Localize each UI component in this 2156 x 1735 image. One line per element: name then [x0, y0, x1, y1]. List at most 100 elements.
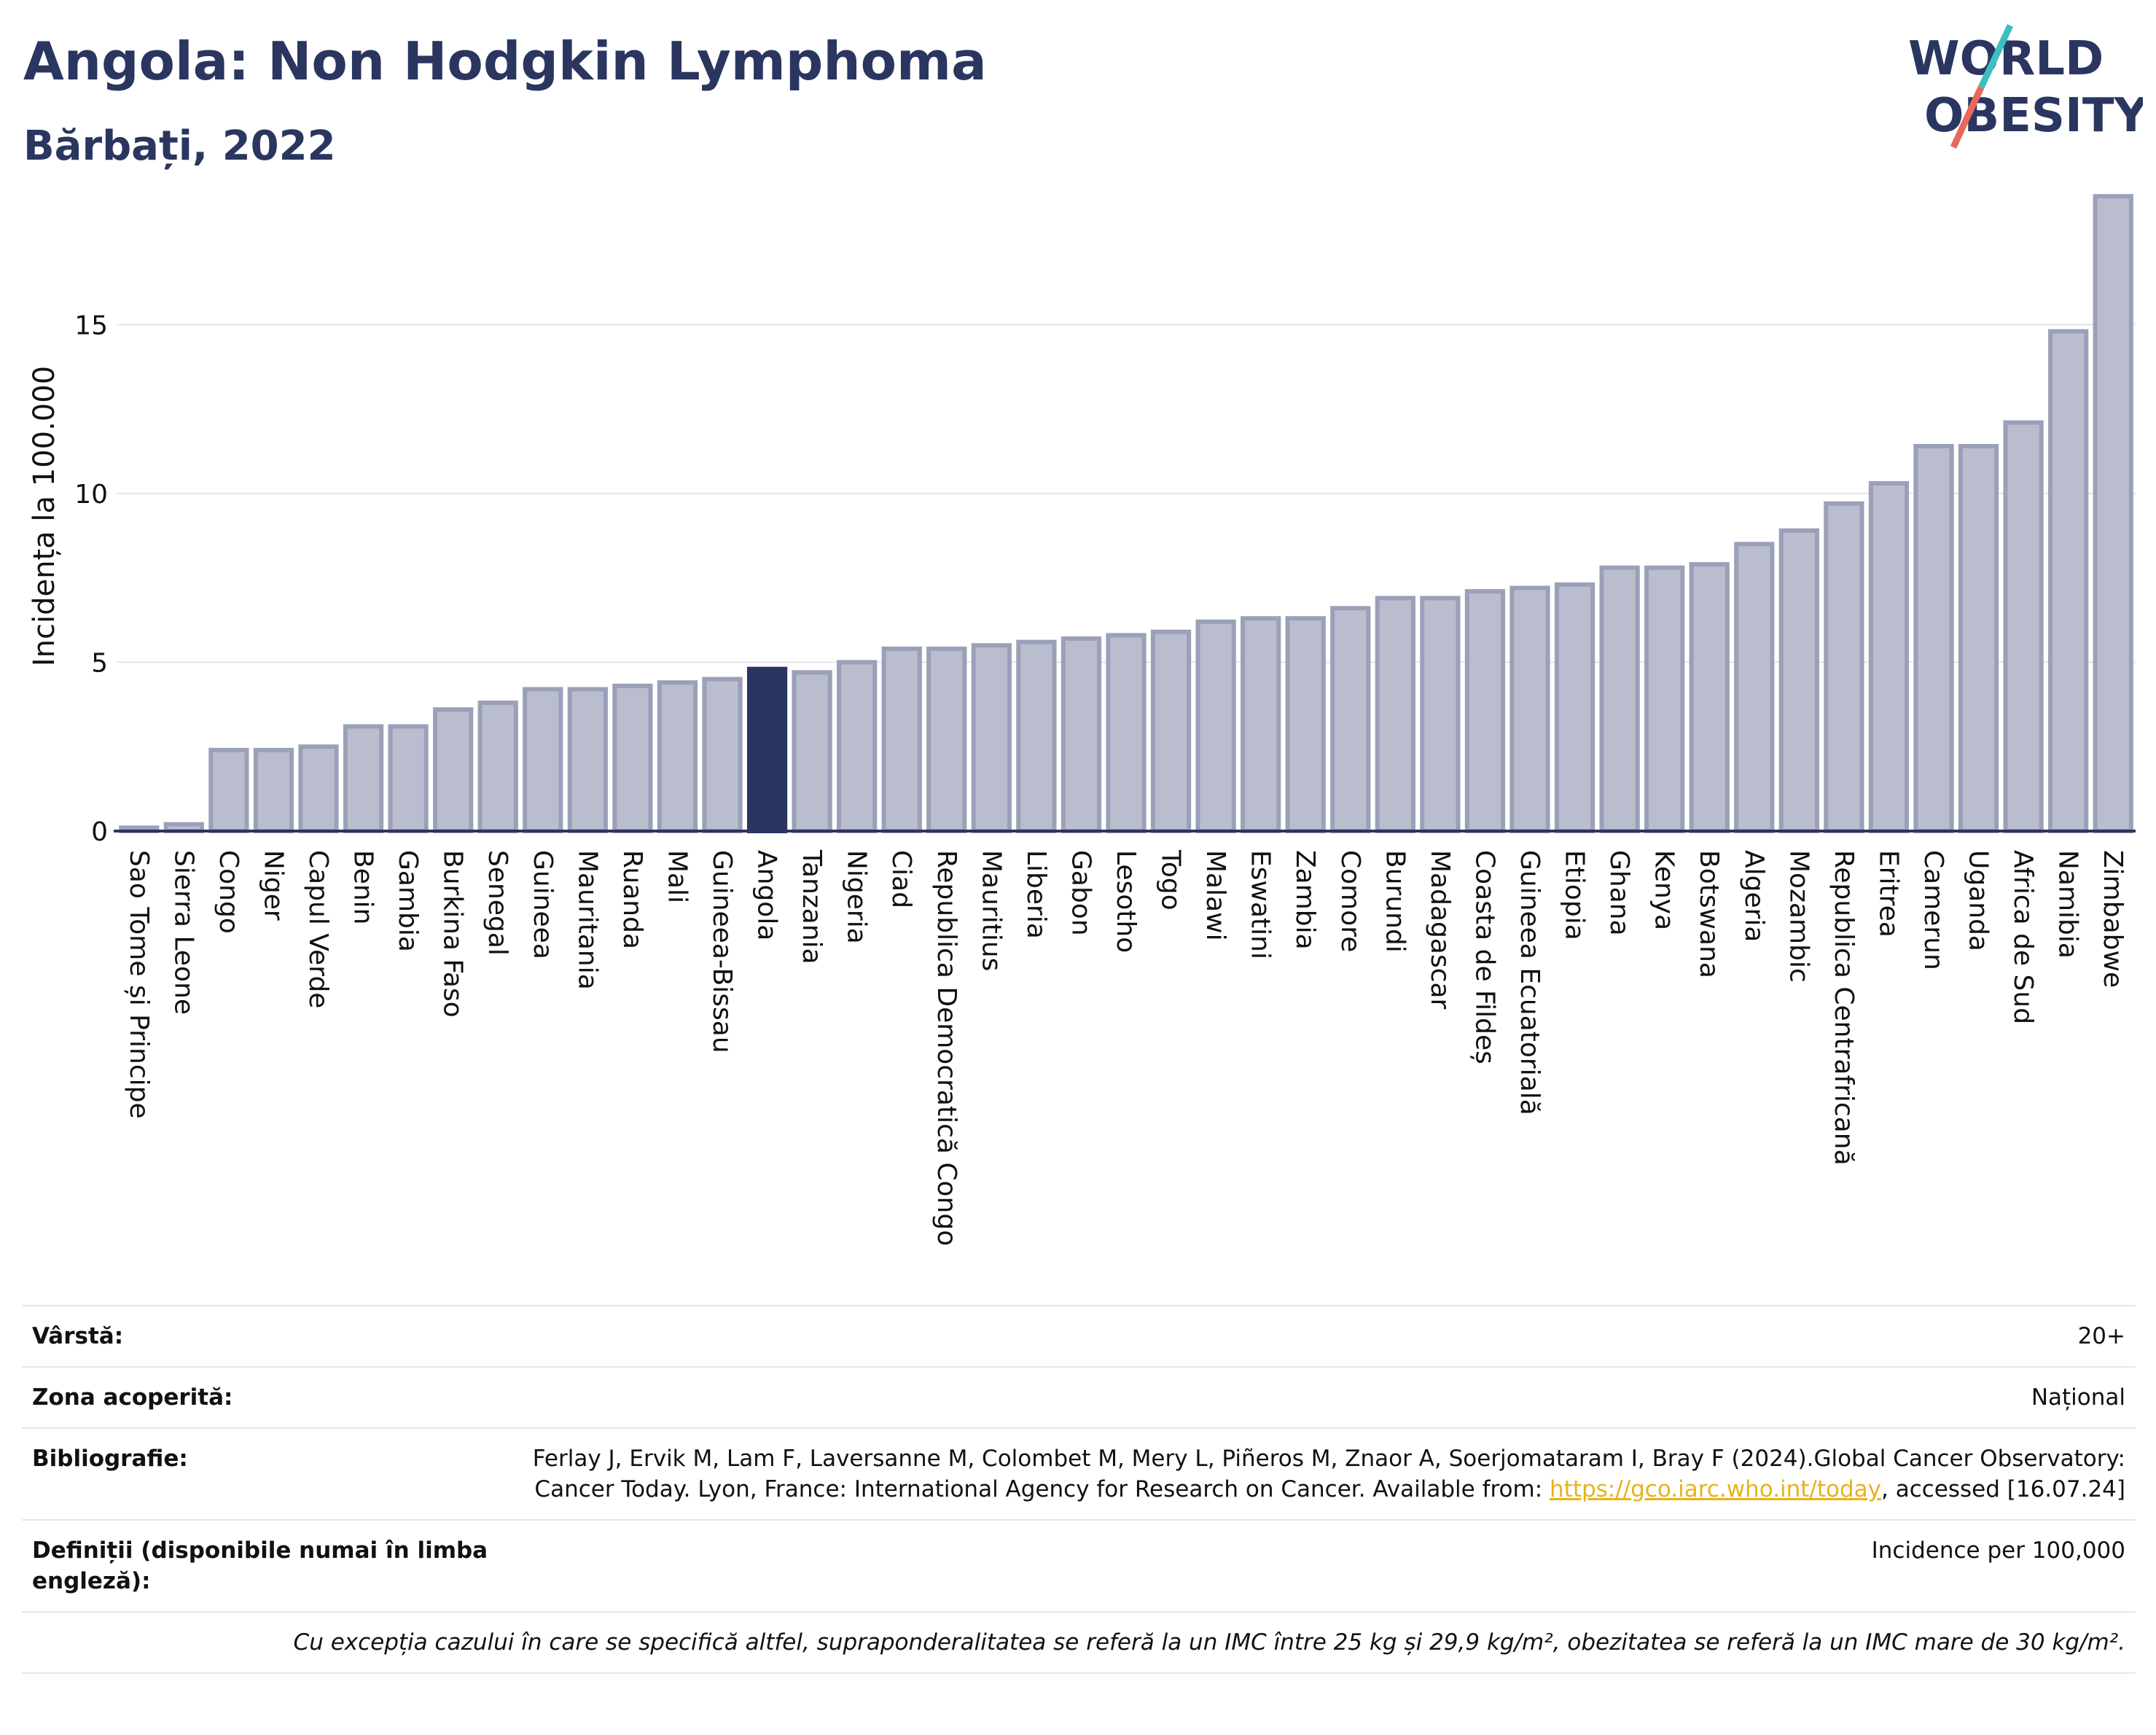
x-tick-label: Gabon: [1066, 850, 1095, 936]
chart-title: Angola: Non Hodgkin Lymphoma: [23, 31, 987, 92]
bibliography-text: Ferlay J, Ervik M, Lam F, Laversanne M, …: [532, 1446, 2125, 1502]
bar-niger: [253, 747, 294, 834]
x-tick-label: Etiopia: [1560, 850, 1590, 940]
bar-lesotho: [1106, 633, 1147, 833]
x-tick-label: Republica Democratică Congo: [931, 850, 961, 1246]
x-tick-label: Mali: [662, 850, 692, 903]
bar-ruanda: [612, 683, 653, 833]
x-tick-label: Senegal: [483, 850, 512, 956]
bar-tanzania: [792, 670, 832, 833]
bar-camerun: [1913, 444, 1954, 833]
bar-zambia: [1285, 616, 1326, 833]
bar-eswatini: [1241, 616, 1281, 833]
bar-mauritius: [971, 643, 1012, 834]
info-row-age: Vârstă: 20+: [22, 1305, 2136, 1366]
bar-mali: [657, 680, 698, 833]
bar-burundi: [1375, 596, 1415, 834]
x-tick-label: Lesotho: [1111, 850, 1141, 953]
info-value: 20+: [2077, 1323, 2125, 1349]
info-row-bibliography: Bibliografie: Ferlay J, Ervik M, Lam F, …: [22, 1427, 2136, 1519]
y-tick-label: 5: [91, 648, 108, 678]
axes: 0 5 10 15 Sao Tome și Principe Sierra Leone Co…: [74, 311, 2136, 1246]
bibliography-accessed: , accessed [16.07.24]: [1880, 1476, 2125, 1502]
info-label: Definiții (disponibile numai în limba en…: [32, 1537, 488, 1594]
x-tick-label: Uganda: [1964, 850, 1993, 951]
bar-kenya: [1644, 565, 1685, 833]
x-tick-label: Mauritius: [976, 850, 1006, 971]
bar-mozambic: [1778, 528, 1819, 834]
world-obesity-logo: WORLD OBESITY: [1908, 24, 2143, 149]
bar-etiopia: [1554, 582, 1595, 833]
bar-republica-democratică-congo: [926, 646, 967, 833]
x-tick-label: Tanzania: [797, 849, 827, 964]
bar-nigeria: [837, 660, 878, 834]
bar-guineea-bissau: [702, 677, 743, 833]
info-table: Vârstă: 20+ Zona acoperită: Național Bib…: [22, 1305, 2136, 1674]
y-tick-label: 10: [74, 480, 108, 510]
x-tick-label: Burundi: [1380, 850, 1410, 953]
bar-gambia: [388, 724, 429, 834]
x-tick-label: Niger: [258, 850, 288, 921]
info-value: Ferlay J, Ervik M, Lam F, Laversanne M, …: [499, 1443, 2125, 1505]
bar-liberia: [1016, 639, 1057, 833]
y-tick-label: 0: [91, 817, 108, 847]
bar-chart: 0 5 10 15 Sao Tome și Principe Sierra Leone Co…: [28, 194, 2136, 1246]
x-tick-label: Madagascar: [1425, 850, 1455, 1010]
bar-guineea: [523, 687, 563, 834]
x-tick-label: Capul Verde: [303, 850, 333, 1008]
info-value: Incidence per 100,000: [1871, 1537, 2125, 1564]
bar-senegal: [477, 701, 518, 833]
bar-algeria: [1734, 542, 1775, 833]
x-tick-label: Coasta de Fildeș: [1469, 850, 1499, 1064]
info-value: Național: [2031, 1384, 2125, 1411]
bar-comore: [1330, 606, 1371, 833]
info-row-definitions: Definiții (disponibile numai în limba en…: [22, 1519, 2136, 1611]
bar-gabon: [1061, 636, 1102, 833]
x-tick-label: Zambia: [1290, 850, 1320, 950]
x-tick-label: Burkina Faso: [438, 850, 468, 1018]
x-tick-label: Liberia: [1021, 850, 1051, 939]
info-label: Zona acoperită:: [32, 1384, 233, 1411]
x-tick-label: Sierra Leone: [168, 850, 198, 1015]
x-tick-label: Ruanda: [617, 850, 647, 949]
x-tick-label: Nigeria: [842, 850, 872, 944]
x-tick-label: Ciad: [886, 850, 916, 908]
bar-ciad: [881, 646, 922, 833]
footnote: Cu excepția cazului în care se specifică…: [22, 1611, 2136, 1674]
x-tick-label: Ghana: [1604, 850, 1634, 936]
bar-burkina-faso: [433, 707, 474, 834]
source-link[interactable]: https://gco.iarc.who.int/today: [1550, 1476, 1881, 1502]
x-tick-label: Sao Tome și Principe: [124, 850, 154, 1119]
x-tick-label: Comore: [1335, 850, 1365, 952]
x-tick-label: Guineea Ecuatorială: [1515, 850, 1544, 1115]
bar-coasta-de-fildeș: [1464, 589, 1506, 833]
x-tick-label: Botswana: [1694, 850, 1724, 978]
bar-uganda: [1958, 444, 1999, 833]
x-tick-label: Guineea: [528, 850, 558, 959]
x-tick-label: Republica Centrafricană: [1829, 850, 1859, 1166]
x-tick-label: Angola: [752, 850, 782, 940]
x-tick-label: Congo: [214, 850, 243, 934]
bar-botswana: [1689, 562, 1730, 834]
y-axis-label: Incidența la 100.000: [28, 366, 61, 666]
info-label: Vârstă:: [32, 1323, 124, 1349]
x-tick-label: Malawi: [1200, 850, 1230, 941]
info-label: Bibliografie:: [32, 1446, 188, 1472]
info-row-coverage: Zona acoperită: Național: [22, 1366, 2136, 1427]
bar-guineea-ecuatorială: [1509, 585, 1550, 833]
bar-congo: [208, 747, 249, 834]
bar-eritrea: [1868, 480, 1910, 834]
x-tick-label: Eritrea: [1873, 850, 1903, 937]
x-tick-label: Eswatini: [1246, 850, 1276, 959]
bar-malawi: [1195, 619, 1236, 833]
bar-capul-verde: [298, 744, 339, 834]
x-tick-label: Mozambic: [1784, 850, 1813, 983]
y-tick-label: 15: [74, 311, 108, 340]
bar-ghana: [1599, 565, 1640, 833]
bar-togo: [1150, 629, 1192, 833]
bar-namibia: [2048, 329, 2089, 833]
bar-angola: [746, 666, 788, 833]
bars: [119, 194, 2133, 834]
x-tick-label: Zimbabwe: [2098, 850, 2128, 988]
x-tick-label: Benin: [348, 850, 378, 924]
